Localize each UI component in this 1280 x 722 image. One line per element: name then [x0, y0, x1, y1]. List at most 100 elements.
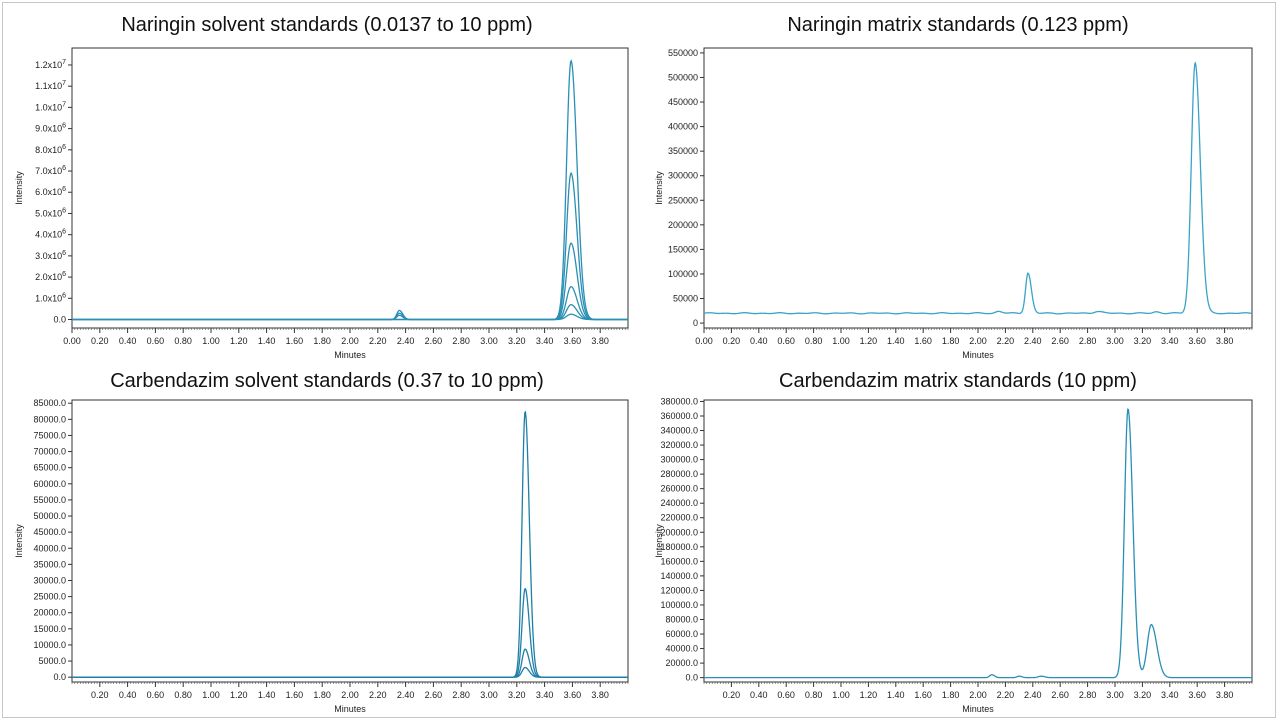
x-tick-label: 2.80: [452, 336, 470, 346]
y-tick-label: 100000.0: [660, 600, 698, 610]
x-axis-label: Minutes: [962, 350, 994, 360]
x-tick-label: 2.60: [1051, 690, 1069, 700]
chart-carbendazim-matrix: Carbendazim matrix standards (10 ppm) 0.…: [652, 370, 1264, 715]
series-line-6: [72, 313, 628, 321]
y-tick-label: 100000: [668, 269, 698, 279]
y-tick-label: 60000.0: [665, 629, 698, 639]
x-tick-label: 2.80: [1079, 690, 1097, 700]
x-axis-label: Minutes: [962, 704, 994, 714]
x-tick-label: 1.40: [887, 690, 905, 700]
chart-svg: 0.20 0.40 0.60 0.80 1.00 1.20 1.40 1.60 1.80 2.00…: [14, 398, 629, 714]
x-tick-label: 3.60: [564, 336, 582, 346]
x-tick-label: 3.80: [591, 336, 609, 346]
x-tick-label: 3.40: [536, 336, 554, 346]
y-tick-label: 0.0: [685, 673, 698, 683]
x-tick-label: 2.00: [969, 690, 987, 700]
y-tick-label: 0: [693, 318, 698, 328]
y-tick-label: 380000.0: [660, 396, 698, 406]
x-axis-label: Minutes: [334, 704, 366, 714]
y-tick-label: 70000.0: [33, 447, 66, 457]
y-tick-label: 55000.0: [33, 495, 66, 505]
x-tick-label: 3.80: [1216, 690, 1234, 700]
plot-frame: [71, 399, 629, 683]
y-tick-label: 300000.0: [660, 455, 698, 465]
y-tick-label: 20000.0: [665, 658, 698, 668]
y-tick-label: 340000.0: [660, 426, 698, 436]
x-tick-label: 3.00: [480, 336, 498, 346]
y-tick-label: 350000: [668, 146, 698, 156]
y-tick-label: 45000.0: [33, 527, 66, 537]
y-tick-label: 0.0: [53, 672, 66, 682]
x-tick-label: 2.60: [425, 690, 443, 700]
y-tick-label: 50000.0: [33, 511, 66, 521]
x-tick-label: 1.40: [258, 690, 276, 700]
y-tick-label: 500000: [668, 72, 698, 82]
x-tick-label: 0.00: [63, 336, 81, 346]
x-tick-label: 2.60: [1051, 336, 1069, 346]
x-tick-label: 1.80: [942, 690, 960, 700]
x-tick-label: 1.60: [286, 690, 304, 700]
y-tick-label: 35000.0: [33, 559, 66, 569]
series-line-1: [703, 61, 1253, 315]
series-line-4: [72, 666, 628, 678]
x-tick-label: 2.60: [425, 336, 443, 346]
x-tick-label: 2.40: [397, 336, 415, 346]
x-tick-label: 1.80: [313, 336, 331, 346]
x-tick-label: 3.40: [1161, 690, 1179, 700]
x-tick-label: 0.80: [174, 336, 192, 346]
x-tick-label: 0.60: [777, 690, 795, 700]
y-tick-label: 240000.0: [660, 498, 698, 508]
x-tick-label: 1.20: [860, 336, 878, 346]
y-tick-label: 160000.0: [660, 556, 698, 566]
y-tick-label: 4.0x106: [35, 229, 66, 240]
x-tick-label: 0.20: [91, 690, 109, 700]
x-tick-label: 3.60: [1188, 690, 1206, 700]
x-tick-label: 1.00: [832, 336, 850, 346]
y-tick-label: 40000.0: [665, 644, 698, 654]
x-tick-label: 2.20: [369, 690, 387, 700]
y-tick-label: 25000.0: [33, 592, 66, 602]
x-tick-label: 2.80: [1079, 336, 1097, 346]
y-tick-label: 10000.0: [33, 640, 66, 650]
y-tick-label: 140000.0: [660, 571, 698, 581]
chart-svg: 0.20 0.40 0.60 0.80 1.00 1.20 1.40 1.60 1.80 2.00…: [654, 396, 1253, 714]
y-tick-label: 1.2x107: [35, 59, 66, 70]
chart-naringin-solvent: Naringin solvent standards (0.0137 to 10…: [12, 14, 642, 366]
y-tick-label: 400000: [668, 122, 698, 132]
x-tick-label: 2.00: [341, 336, 359, 346]
x-tick-label: 0.80: [805, 336, 823, 346]
x-tick-label: 1.60: [286, 336, 304, 346]
chart-title: Carbendazim matrix standards (10 ppm): [779, 370, 1137, 392]
y-tick-label: 5.0x106: [35, 207, 66, 218]
y-tick-label: 1.0x106: [35, 292, 66, 303]
x-tick-label: 1.60: [914, 336, 932, 346]
x-tick-label: 3.40: [1161, 336, 1179, 346]
x-tick-label: 2.00: [341, 690, 359, 700]
y-tick-label: 300000: [668, 171, 698, 181]
chart-svg: 0.00 0.20 0.40 0.60 0.80 1.00 1.20 1.40 1.60 1.80…: [654, 47, 1253, 360]
y-tick-label: 80000.0: [665, 614, 698, 624]
x-tick-label: 2.40: [397, 690, 415, 700]
y-tick-label: 360000.0: [660, 411, 698, 421]
y-tick-label: 40000.0: [33, 543, 66, 553]
x-tick-label: 3.80: [1216, 336, 1234, 346]
x-tick-label: 1.00: [202, 690, 220, 700]
y-tick-label: 9.0x106: [35, 123, 66, 134]
y-tick-label: 7.0x106: [35, 165, 66, 176]
chart-svg: 0.00 0.20 0.40 0.60 0.80 1.00 1.20 1.40 1.60 1.80…: [14, 47, 629, 360]
y-tick-label: 550000: [668, 48, 698, 58]
plot-frame: [71, 47, 629, 329]
y-tick-label: 260000.0: [660, 484, 698, 494]
x-tick-label: 0.60: [777, 336, 795, 346]
x-tick-label: 3.00: [1106, 690, 1124, 700]
y-tick-label: 180000.0: [660, 542, 698, 552]
x-tick-label: 3.20: [1134, 336, 1152, 346]
y-tick-label: 8.0x106: [35, 144, 66, 155]
x-tick-label: 3.00: [480, 690, 498, 700]
x-tick-label: 1.20: [230, 336, 248, 346]
x-tick-label: 1.00: [832, 690, 850, 700]
x-tick-label: 1.80: [942, 336, 960, 346]
y-tick-label: 75000.0: [33, 430, 66, 440]
x-tick-label: 1.20: [230, 690, 248, 700]
y-tick-label: 0.0: [53, 315, 66, 325]
